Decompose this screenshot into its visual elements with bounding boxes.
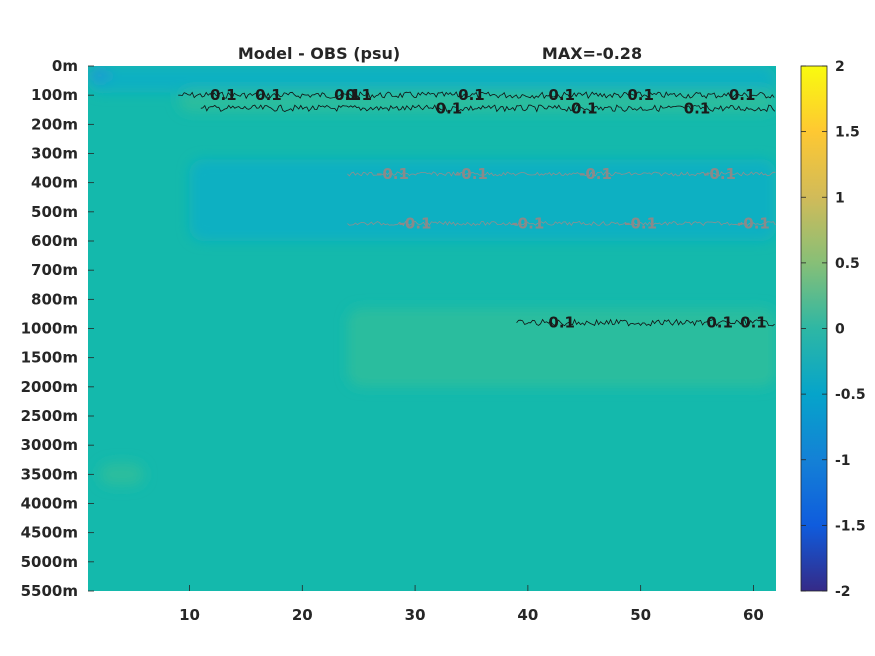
x-axis: 10 20 30 40 50 60 [179, 585, 764, 624]
contour-line [200, 104, 776, 113]
colorbar-tick-label: -1 [835, 453, 851, 469]
colorbar-ticks: 2 1.5 1 0.5 0 -0.5 -1 -1.5 -2 [801, 59, 866, 600]
y-tick-label: 2500m [21, 407, 78, 425]
contour-label: -0.1 [703, 165, 736, 183]
colorbar-tick-label: 0.5 [835, 256, 860, 272]
y-tick-label: 500m [31, 203, 78, 221]
y-tick-label: 2000m [21, 378, 78, 396]
field-patch [88, 66, 776, 93]
contour-label: -0.1 [376, 165, 409, 183]
x-tick-label: 30 [405, 606, 426, 624]
x-tick-label: 50 [630, 606, 651, 624]
contour-label: 0.1 [571, 99, 598, 117]
y-axis: 0m 100m 200m 300m 400m 500m 600m 700m 800m 1000m 1… [21, 57, 94, 600]
contour-label: 0.1 [458, 86, 485, 104]
x-tick-label: 10 [179, 606, 200, 624]
y-tick-label: 5500m [21, 582, 78, 600]
colorbar-tick-label: 1 [835, 190, 845, 206]
field-patch [99, 462, 145, 486]
contour-label: 0.1 [627, 86, 654, 104]
contour-label: -0.1 [737, 215, 770, 233]
contour-label: 0.1 [255, 86, 282, 104]
y-tick-label: 3000m [21, 436, 78, 454]
salinity-difference-field [88, 66, 776, 591]
contour-label: 0.1 [706, 314, 733, 332]
y-tick-label: 1500m [21, 349, 78, 367]
contour-label: -0.1 [511, 215, 544, 233]
colorbar-tick-label: -2 [835, 584, 851, 600]
y-tick-label: 1000m [21, 320, 78, 338]
contour-line [516, 318, 775, 327]
contour-label: 0.1 [684, 99, 711, 117]
contour-label: 0.1 [548, 314, 575, 332]
contour-label: 0.1 [334, 86, 361, 104]
contour-line [347, 171, 776, 177]
field-patch [178, 89, 776, 113]
contour-label: -0.1 [624, 215, 657, 233]
y-tick-label: 4500m [21, 524, 78, 542]
y-tick-label: 100m [31, 86, 78, 104]
x-tick-label: 60 [743, 606, 764, 624]
colorbar-tick-label: -1.5 [835, 518, 866, 534]
colorbar-tick-label: -0.5 [835, 387, 866, 403]
field-patch [189, 159, 776, 241]
colorbar-tick-label: 1.5 [835, 125, 860, 141]
y-tick-label: 5000m [21, 553, 78, 571]
contour-label: 0.1 [729, 86, 756, 104]
y-tick-label: 3500m [21, 465, 78, 483]
contour-labels: 0.1 0.1 0.10.1 0.1 0.1 0.1 0.10.1 0.1 0.1-0.1 -0.… [210, 86, 770, 332]
y-tick-label: 200m [31, 115, 78, 133]
x-tick-label: 40 [517, 606, 538, 624]
y-tick-label: 700m [31, 261, 78, 279]
contour-label: -0.1 [579, 165, 612, 183]
contour-label: 0.1 [210, 86, 237, 104]
field-patch [347, 308, 776, 387]
contour-label: -0.1 [455, 165, 488, 183]
contour-line [178, 91, 775, 100]
chart-subtitle-max: MAX=-0.28 [542, 44, 642, 63]
field-patch [88, 66, 111, 84]
x-tick-label: 20 [292, 606, 313, 624]
y-tick-label: 300m [31, 145, 78, 163]
chart-title: Model - OBS (psu) [238, 44, 400, 63]
contour-lines [178, 91, 776, 327]
y-tick-label: 400m [31, 174, 78, 192]
colorbar-tick-label: 2 [835, 59, 845, 75]
contour-label: 0.1 [548, 86, 575, 104]
contour-line [347, 220, 776, 227]
contour-label: 0.1 [740, 314, 767, 332]
y-tick-label: 800m [31, 290, 78, 308]
y-tick-label: 4000m [21, 495, 78, 513]
contour-label: -0.1 [399, 215, 432, 233]
y-tick-label: 600m [31, 232, 78, 250]
colorbar-tick-label: 0 [835, 322, 845, 338]
contour-label: 0.1 [345, 86, 372, 104]
contour-label: 0.1 [436, 99, 463, 117]
y-tick-label: 0m [52, 57, 78, 75]
